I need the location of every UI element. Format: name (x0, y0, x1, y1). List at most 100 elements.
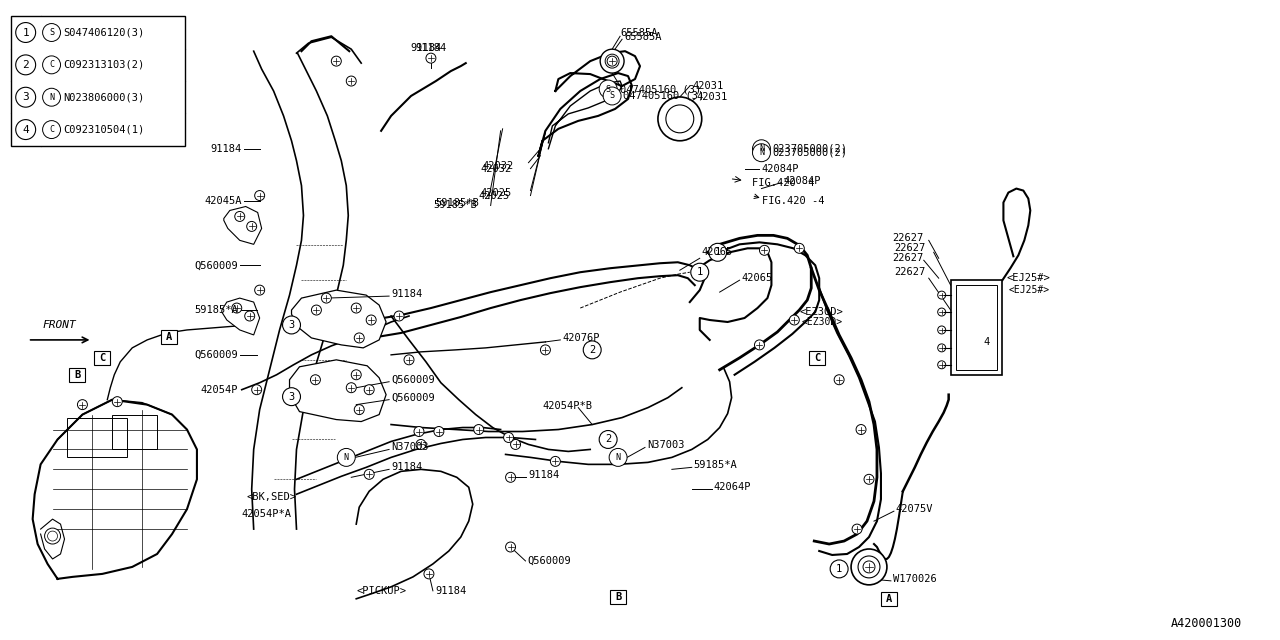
Circle shape (244, 311, 255, 321)
Text: 22627: 22627 (893, 268, 925, 277)
Text: C092313103(2): C092313103(2) (64, 60, 145, 70)
Text: N37003: N37003 (646, 440, 685, 451)
Text: FIG.420 -4: FIG.420 -4 (751, 177, 814, 188)
Circle shape (709, 243, 727, 261)
Circle shape (584, 341, 602, 359)
Text: 2: 2 (605, 435, 612, 444)
Polygon shape (224, 207, 261, 244)
Text: 047405160 (3): 047405160 (3) (620, 84, 701, 94)
Text: 1: 1 (836, 564, 842, 574)
Circle shape (852, 524, 861, 534)
Circle shape (47, 531, 58, 541)
Text: 4: 4 (983, 337, 989, 347)
Circle shape (321, 293, 332, 303)
Circle shape (938, 344, 946, 352)
Text: 42065: 42065 (701, 247, 733, 257)
Polygon shape (221, 298, 260, 335)
Text: C: C (100, 353, 105, 363)
Text: 91184: 91184 (435, 586, 466, 596)
Circle shape (42, 120, 60, 138)
Text: 65585A: 65585A (620, 28, 658, 38)
Circle shape (753, 140, 771, 157)
Text: <BK,SED>: <BK,SED> (247, 492, 297, 502)
Circle shape (506, 472, 516, 483)
Circle shape (394, 311, 404, 321)
Text: 91184: 91184 (392, 462, 422, 472)
Circle shape (255, 285, 265, 295)
Circle shape (506, 542, 516, 552)
Text: 59185*A: 59185*A (694, 460, 737, 470)
Circle shape (338, 449, 356, 467)
Bar (809, 351, 826, 365)
Polygon shape (292, 290, 387, 348)
Circle shape (15, 120, 36, 140)
Circle shape (790, 315, 799, 325)
Text: 42045A: 42045A (205, 196, 242, 205)
Circle shape (831, 560, 849, 578)
Circle shape (666, 105, 694, 133)
Circle shape (605, 54, 620, 68)
Text: N: N (344, 453, 348, 462)
Circle shape (858, 556, 879, 578)
Text: 91184: 91184 (529, 470, 559, 481)
Text: Q560009: Q560009 (392, 375, 435, 385)
Circle shape (795, 243, 804, 253)
Circle shape (835, 375, 844, 385)
Text: 023705000(2): 023705000(2) (772, 148, 847, 157)
Text: 91184: 91184 (415, 43, 447, 53)
Text: 023705000(2): 023705000(2) (772, 144, 847, 154)
Text: 65585A: 65585A (625, 32, 662, 42)
Circle shape (856, 424, 867, 435)
Text: C: C (49, 60, 54, 69)
Text: 047405160 (3): 047405160 (3) (623, 91, 704, 101)
Circle shape (232, 303, 242, 313)
Circle shape (355, 333, 365, 343)
Circle shape (283, 388, 301, 406)
Bar (881, 592, 897, 605)
Text: Q560009: Q560009 (527, 556, 571, 566)
Text: A: A (166, 332, 173, 342)
Circle shape (424, 569, 434, 579)
Circle shape (938, 291, 946, 299)
Text: 42076P: 42076P (562, 333, 600, 343)
Text: 1: 1 (714, 247, 721, 257)
Circle shape (404, 355, 413, 365)
Circle shape (311, 305, 321, 315)
Circle shape (609, 449, 627, 467)
Text: 42032: 42032 (481, 164, 512, 173)
Text: Q560009: Q560009 (195, 350, 238, 360)
Text: <EZ30D>: <EZ30D> (801, 317, 842, 327)
Circle shape (658, 97, 701, 141)
Circle shape (311, 375, 320, 385)
Bar (611, 590, 626, 604)
Circle shape (754, 340, 764, 350)
Text: 59185*B: 59185*B (433, 200, 476, 211)
Circle shape (365, 469, 374, 479)
Circle shape (42, 24, 60, 42)
Circle shape (503, 433, 513, 442)
Text: 42025: 42025 (481, 188, 512, 198)
Text: 1: 1 (696, 268, 703, 277)
Text: 42075V: 42075V (896, 504, 933, 514)
Text: 4: 4 (22, 125, 29, 134)
Text: 42031: 42031 (692, 81, 724, 91)
Text: S: S (49, 28, 54, 37)
Text: 59185*B: 59185*B (435, 198, 479, 207)
Bar (956, 285, 997, 370)
Text: N: N (759, 144, 764, 153)
Text: 22627: 22627 (892, 253, 923, 263)
Text: B: B (614, 592, 621, 602)
Text: Q560009: Q560009 (392, 393, 435, 403)
Text: 42054P*B: 42054P*B (543, 401, 593, 411)
Text: 42032: 42032 (483, 161, 515, 171)
Text: Q560009: Q560009 (195, 260, 238, 270)
Text: 3: 3 (288, 320, 294, 330)
Circle shape (255, 191, 265, 200)
Text: 42054P*A: 42054P*A (242, 509, 292, 519)
Text: 42084P: 42084P (783, 175, 820, 186)
Text: 2: 2 (22, 60, 29, 70)
Circle shape (416, 440, 426, 449)
Circle shape (347, 76, 356, 86)
Circle shape (366, 315, 376, 325)
Circle shape (113, 397, 123, 406)
